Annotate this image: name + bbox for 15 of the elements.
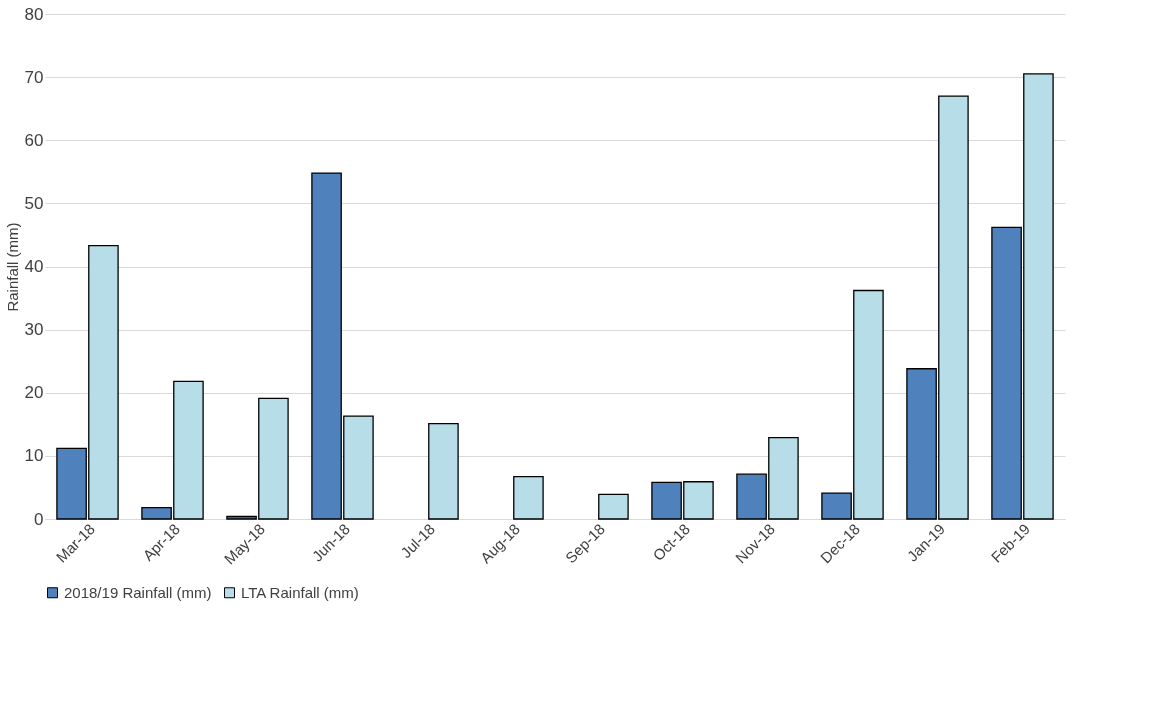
y-tick-label: 60 [24, 130, 44, 150]
y-tick-label: 10 [24, 446, 44, 466]
y-tick-label: 80 [24, 4, 44, 24]
y-tick-label: 70 [24, 67, 44, 87]
bar [428, 423, 459, 520]
y-tick-label: 30 [24, 320, 44, 340]
legend-label: 2018/19 Rainfall (mm) [64, 583, 212, 601]
bar [513, 476, 544, 520]
y-tick-label: 40 [24, 257, 44, 276]
y-axis-title: Rainfall (mm) [3, 222, 21, 312]
y-tick-label: 50 [24, 193, 44, 213]
y-tick-label: 20 [24, 383, 44, 403]
legend-label: LTA Rainfall (mm) [241, 583, 359, 601]
bar [598, 493, 629, 520]
y-tick-label: 0 [34, 509, 44, 529]
